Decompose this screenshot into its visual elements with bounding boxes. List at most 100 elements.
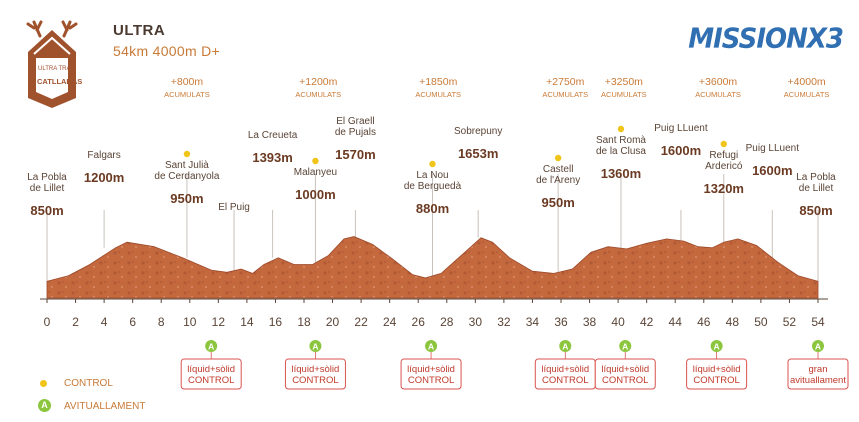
aid-station-icon: [710, 340, 723, 352]
aid-station-text: líquid+sòlid: [407, 364, 455, 375]
x-tick-label: 2: [72, 315, 79, 329]
waypoint-name: de Lillet: [30, 183, 65, 194]
aid-station-text: líquid+sòlid: [541, 364, 589, 375]
legend-station-label: AVITUALLAMENT: [64, 401, 146, 412]
accumulated-label: ACUMULATS: [415, 90, 461, 99]
x-tick-label: 6: [129, 315, 136, 329]
waypoint-name: Puig LLuent: [746, 143, 800, 154]
waypoint-altitude: 950m: [542, 195, 575, 210]
waypoint-altitude: 1393m: [252, 150, 292, 165]
x-tick-label: 24: [383, 315, 397, 329]
waypoint-name: Puig LLuent: [654, 123, 708, 134]
aid-station-letter: A: [714, 342, 720, 352]
control-point-icon: [183, 150, 191, 158]
waypoint-altitude: 880m: [416, 201, 449, 216]
x-tick-label: 8: [158, 315, 165, 329]
aid-station-box: [787, 358, 849, 390]
accumulated-label: ACUMULATS: [695, 90, 741, 99]
accumulated-value: +2750m: [546, 76, 584, 88]
x-tick-label: 18: [297, 315, 311, 329]
waypoint-name: Sant Romà: [596, 135, 646, 146]
aid-station-icon: [425, 340, 438, 352]
terrain-area: [46, 236, 819, 299]
aid-station-box: [180, 358, 242, 390]
accumulated-label: ACUMULATS: [601, 90, 647, 99]
x-tick-label: 52: [783, 315, 797, 329]
waypoint-altitude: 1600m: [752, 163, 792, 178]
waypoint-name: Sobrepuny: [454, 126, 502, 137]
aid-station-icon: [559, 340, 572, 352]
aid-station-icon: [812, 340, 824, 352]
ultra-trail-catllaras-logo: ULTRA TRAIL CATLLARÀS: [14, 18, 90, 115]
x-tick-label: 20: [326, 315, 340, 329]
logo-text-1: ULTRA TRAIL: [38, 66, 76, 72]
aid-station-letter: A: [208, 342, 214, 352]
waypoint-name: Falgars: [87, 150, 120, 161]
x-tick-label: 0: [44, 315, 51, 329]
waypoint-altitude: 1360m: [601, 166, 641, 181]
control-point-icon: [617, 125, 625, 133]
waypoint-name: de la Clusa: [596, 146, 646, 157]
aid-station-text: CONTROL: [408, 375, 454, 386]
aid-station-text: avituallament: [790, 375, 846, 386]
aid-station-icon: [619, 340, 632, 352]
aid-station-box: [400, 358, 462, 390]
waypoint-name: La Nou: [416, 170, 448, 181]
aid-station-text: CONTROL: [292, 375, 338, 386]
aid-station-letter: A: [622, 342, 628, 352]
x-tick-label: 44: [669, 315, 683, 329]
aid-station-letter: A: [312, 342, 318, 352]
waypoint-altitude: 1600m: [661, 143, 701, 158]
x-tick-label: 22: [354, 315, 368, 329]
waypoint-name: Refugi: [709, 150, 738, 161]
waypoint-altitude: 1200m: [84, 170, 124, 185]
accumulated-value: +1200m: [299, 76, 337, 88]
accumulated-label: ACUMULATS: [164, 90, 210, 99]
waypoint-name: de Pujals: [335, 127, 376, 138]
aid-station-icon: [205, 340, 218, 352]
aid-station-text: CONTROL: [602, 375, 648, 386]
accumulated-label: ACUMULATS: [784, 90, 830, 99]
waypoint-name: de Lillet: [799, 183, 834, 194]
control-point-icon: [720, 140, 727, 148]
x-tick-label: 26: [412, 315, 426, 329]
accumulated-value: +800m: [171, 76, 204, 88]
waypoint-name: Castell: [543, 164, 574, 175]
page-subtitle: 54km 4000m D+: [113, 43, 221, 59]
waypoint-name: de l'Areny: [536, 175, 580, 186]
waypoint-altitude: 850m: [30, 203, 63, 218]
logo-text-2: CATLLARÀS: [37, 77, 82, 86]
waypoint-name: Malanyeu: [294, 167, 337, 178]
control-point-icon: [554, 154, 562, 162]
x-tick-label: 50: [754, 315, 768, 329]
waypoint-name: Sant Julià: [165, 160, 209, 171]
x-tick-label: 42: [640, 315, 654, 329]
waypoint-name: de Berguedà: [404, 181, 462, 192]
accumulated-label: ACUMULATS: [542, 90, 588, 99]
waypoint-name: de Cerdanyola: [154, 171, 219, 182]
aid-station-text: gran: [808, 364, 827, 375]
x-tick-label: 34: [526, 315, 540, 329]
aid-station-box: [594, 358, 656, 390]
waypoint-altitude: 1000m: [295, 187, 335, 202]
x-tick-label: 16: [269, 315, 283, 329]
waypoint-name: La Creueta: [248, 130, 298, 141]
aid-station-text: líquid+sòlid: [693, 364, 741, 375]
waypoint-altitude: 1320m: [704, 181, 744, 196]
x-tick-label: 48: [726, 315, 740, 329]
brand-logo: MISSIONX3: [688, 23, 844, 55]
waypoint-name: Ardericó: [705, 161, 743, 172]
waypoint-name: El Puig: [218, 202, 250, 213]
waypoint-altitude: 950m: [170, 191, 203, 206]
control-point-icon: [429, 160, 436, 168]
waypoint-name: La Pobla: [27, 172, 67, 183]
accumulated-label: ACUMULATS: [295, 90, 341, 99]
x-tick-label: 38: [583, 315, 597, 329]
x-tick-label: 10: [183, 315, 197, 329]
x-tick-label: 4: [101, 315, 108, 329]
waypoint-altitude: 1653m: [458, 146, 498, 161]
control-point-icon: [312, 157, 319, 165]
aid-station-text: líquid+sòlid: [292, 364, 340, 375]
aid-station-box: [284, 358, 346, 390]
